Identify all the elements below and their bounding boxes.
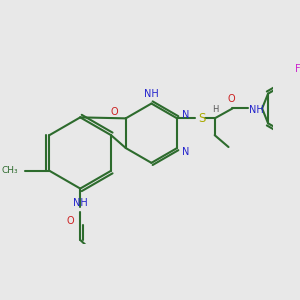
Text: F: F: [295, 64, 300, 74]
Text: O: O: [110, 107, 118, 117]
Text: NH: NH: [73, 198, 88, 208]
Text: O: O: [228, 94, 235, 103]
Text: O: O: [67, 216, 74, 226]
Text: H: H: [212, 105, 219, 114]
Text: CH₃: CH₃: [1, 166, 18, 175]
Text: N: N: [182, 147, 190, 157]
Text: NH: NH: [144, 88, 159, 99]
Text: S: S: [198, 112, 206, 125]
Text: N: N: [182, 110, 190, 120]
Text: NH: NH: [249, 106, 264, 116]
